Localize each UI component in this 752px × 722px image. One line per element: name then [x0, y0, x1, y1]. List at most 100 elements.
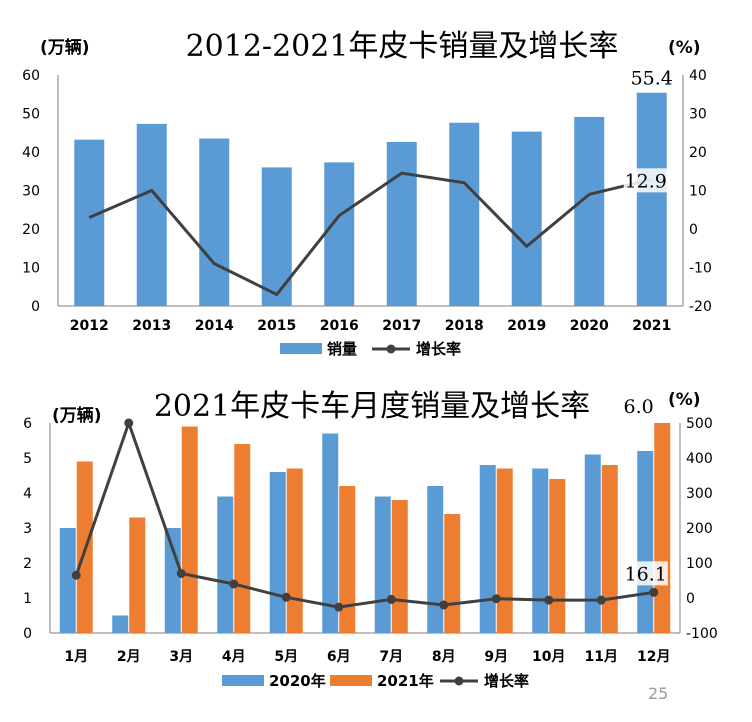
chart1-bar-1	[136, 123, 167, 307]
chart2-x-tick-label: 6月	[327, 649, 351, 665]
chart1-x-tick-label: 2014	[195, 318, 234, 334]
chart2-y-tick-right: 200	[686, 521, 713, 537]
chart2-legend-label: 增长率	[484, 672, 529, 690]
chart2-title: 2021年皮卡车月度销量及增长率	[154, 389, 590, 424]
chart1-bar-1	[199, 138, 230, 306]
chart2-bar-1	[479, 465, 496, 633]
chart1-bar-1	[449, 122, 480, 307]
chart1-x-tick-label: 2017	[382, 318, 421, 334]
chart2-bar-1	[637, 451, 654, 633]
chart1-y-tick-right: 30	[689, 107, 707, 123]
chart2-data-label: 6.0	[624, 396, 654, 418]
chart2-x-tick-label: 11月	[585, 649, 618, 665]
chart1-y-tick-right: -20	[689, 299, 712, 315]
chart1-y-tick-right: 20	[689, 145, 707, 161]
chart2-bar-2	[496, 468, 513, 633]
chart1-x-tick-label: 2016	[320, 318, 359, 334]
chart2-x-tick-label: 2月	[117, 649, 141, 665]
chart2-data-label: 16.1	[625, 563, 667, 585]
chart2-growth-point	[124, 418, 134, 428]
chart2-growth-point	[334, 602, 344, 612]
chart1-x-tick-label: 2015	[257, 318, 296, 334]
chart1-x-tick-label: 2018	[445, 318, 484, 334]
chart1-growth-line	[88, 171, 653, 297]
chart2-growth-point	[439, 600, 449, 610]
chart2-x-tick-label: 7月	[379, 649, 403, 665]
chart1-legend-swatch	[280, 343, 322, 354]
chart2-bar-2	[549, 479, 566, 633]
chart2-x-tick-label: 3月	[169, 649, 193, 665]
chart2-bar-2	[286, 468, 303, 633]
chart2-bar-1	[269, 472, 286, 633]
chart2-x-tick-label: 5月	[274, 649, 298, 665]
chart2-y-tick-right: 0	[686, 591, 695, 607]
page-number: 25	[648, 684, 668, 703]
chart2-bar-2	[234, 444, 251, 633]
chart2-bar-2	[129, 517, 146, 633]
chart2-y-unit-left: (万辆)	[52, 405, 102, 426]
chart2-bar-1	[427, 486, 444, 633]
chart2-x-tick-label: 10月	[532, 649, 565, 665]
chart2-growth-point	[649, 587, 659, 597]
chart1-bar-1	[324, 162, 355, 306]
chart2-x-tick-label: 8月	[432, 649, 456, 665]
chart1-y-tick-left: 0	[31, 299, 40, 315]
chart2-growth-point	[544, 595, 554, 605]
chart1-legend-label: 销量	[327, 340, 357, 358]
chart1-data-label-bg	[623, 168, 668, 193]
chart2-y-tick-right: -100	[686, 626, 718, 642]
chart1-y-tick-right: 10	[689, 184, 707, 200]
chart2-bar-1	[112, 615, 129, 633]
chart1-bar-1	[261, 167, 292, 306]
chart2-bar-1	[532, 468, 549, 633]
chart2-legend-swatch	[330, 675, 372, 686]
chart2-y-tick-left: 1	[23, 591, 32, 607]
chart2-y-tick-right: 400	[686, 451, 713, 467]
chart1-y-tick-left: 10	[22, 261, 40, 277]
chart2-y-tick-left: 3	[23, 521, 32, 537]
chart1-y-tick-left: 30	[22, 184, 40, 200]
chart2-growth-point	[596, 595, 606, 605]
chart1-bar-1	[74, 139, 105, 306]
chart2-growth-point	[71, 570, 81, 580]
chart2-growth-point	[176, 569, 186, 578]
chart2-x-tick-label: 4月	[222, 649, 246, 665]
chart2-data-label-bg	[623, 561, 668, 586]
chart2-y-tick-right: 300	[686, 486, 713, 502]
chart2-bar-1	[164, 528, 181, 633]
chart2-growth-point	[229, 579, 239, 589]
chart2-y-tick-left: 6	[23, 416, 32, 432]
chart1-y-tick-left: 60	[22, 68, 40, 84]
chart2-y-unit-right: (%)	[668, 390, 701, 410]
chart1-bar-1	[386, 141, 417, 306]
chart2-y-tick-left: 2	[23, 556, 32, 572]
chart2-y-tick-left: 4	[23, 486, 32, 502]
chart2-x-tick-label: 9月	[484, 649, 508, 665]
chart2-bar-1	[584, 454, 601, 633]
chart2-x-tick-label: 1月	[64, 649, 88, 665]
chart1-x-tick-label: 2019	[507, 318, 546, 334]
chart1-data-label: 12.9	[625, 170, 667, 192]
chart1-legend-label: 增长率	[416, 340, 461, 358]
chart2-bar-1	[217, 496, 234, 633]
chart2-bar-2	[339, 486, 356, 633]
chart2-x-tick-label: 12月	[637, 649, 670, 665]
chart1-bar-1	[574, 116, 605, 306]
chart2-y-tick-left: 5	[23, 451, 32, 467]
chart2-bar-1	[374, 496, 391, 633]
chart1-y-unit-left: (万辆)	[40, 37, 90, 58]
chart1-y-tick-left: 40	[22, 145, 40, 161]
chart1-y-tick-left: 50	[22, 107, 40, 123]
chart1-y-tick-left: 20	[22, 222, 40, 238]
chart2-growth-line	[74, 418, 654, 609]
chart2-bar-2	[391, 500, 408, 633]
chart2-legend-marker	[454, 676, 464, 686]
chart1-legend-marker	[386, 344, 396, 354]
chart1-x-tick-label: 2020	[570, 318, 609, 334]
chart1-y-tick-right: -10	[689, 261, 712, 277]
chart2-bar-1	[322, 433, 339, 633]
chart1-x-tick-label: 2021	[632, 318, 671, 334]
chart1-x-tick-label: 2012	[70, 318, 109, 334]
chart1-title: 2012-2021年皮卡销量及增长率	[186, 29, 619, 64]
chart1-y-tick-right: 0	[689, 222, 698, 238]
